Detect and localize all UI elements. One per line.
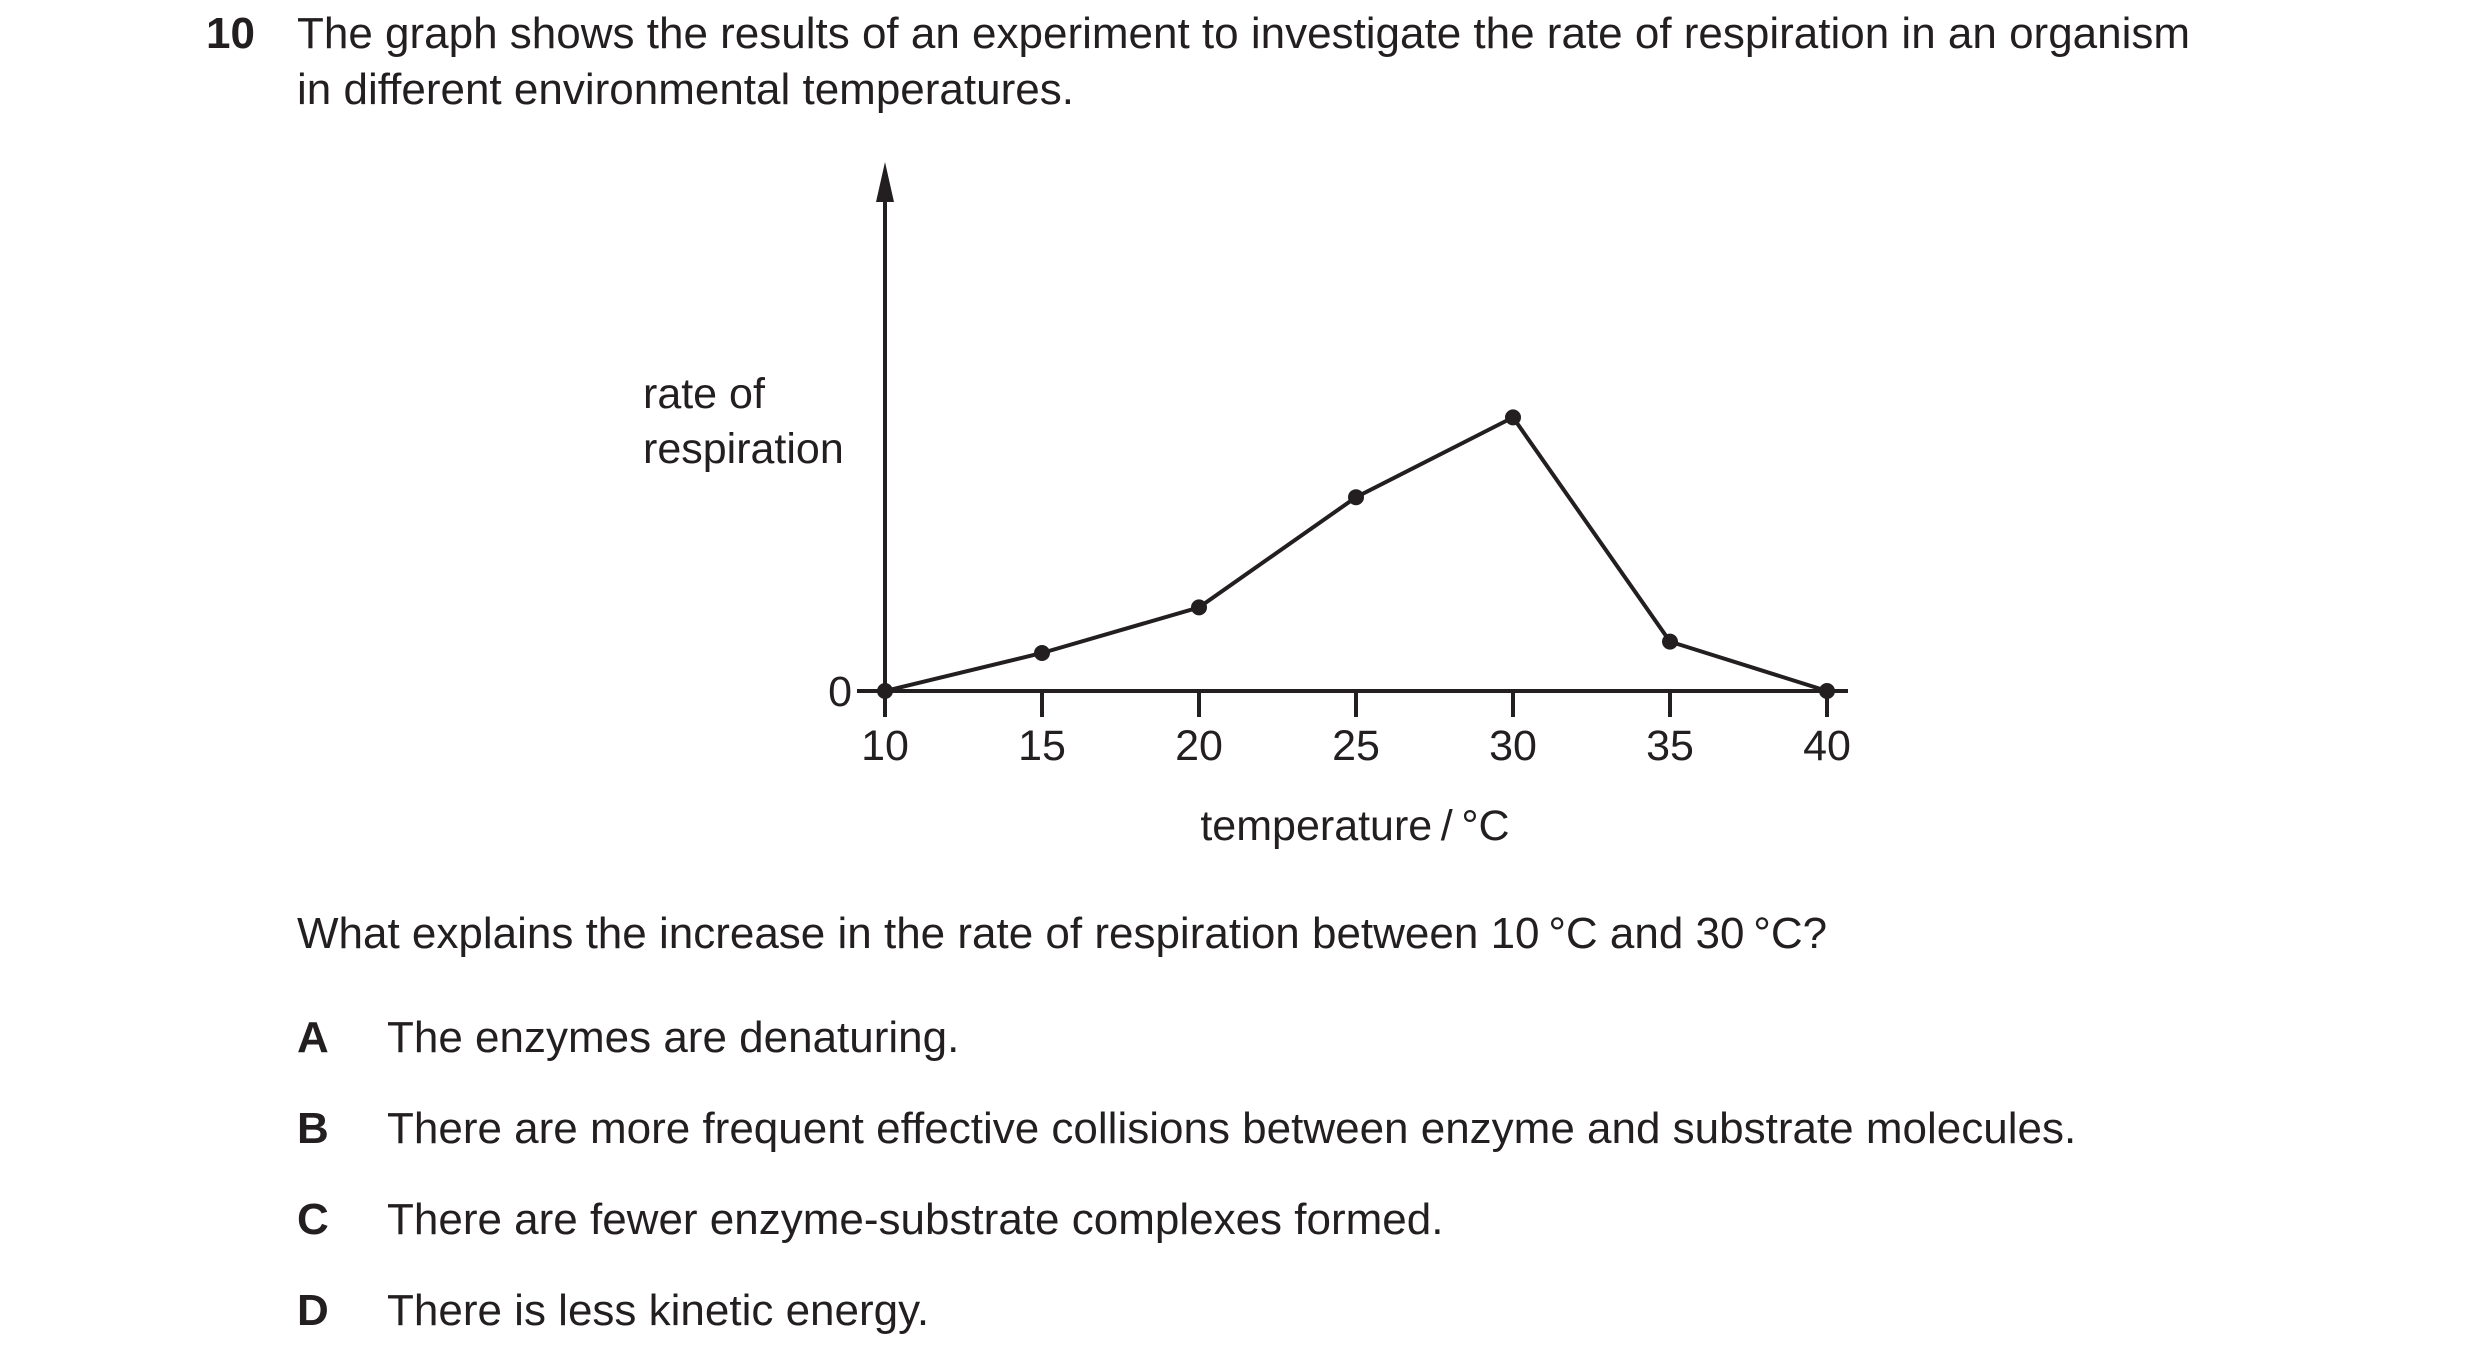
- option-letter: A: [297, 1013, 329, 1062]
- chart-series: [877, 409, 1835, 699]
- question-number: 10: [206, 9, 255, 58]
- data-point-40: [1819, 683, 1835, 699]
- question-stem: The graph shows the results of an experi…: [297, 6, 2397, 118]
- option-text: There are more frequent effective collis…: [387, 1104, 2077, 1153]
- y-axis-label-line-1: rate of: [643, 370, 766, 418]
- chart-labels: rate of respiration 0 temperature / °C: [643, 370, 1510, 850]
- option-text: The enzymes are denaturing.: [387, 1013, 960, 1062]
- option-letter: B: [297, 1104, 329, 1153]
- x-tick-label-35: 35: [1646, 722, 1694, 770]
- x-tick-label-15: 15: [1018, 722, 1066, 770]
- data-point-20: [1191, 599, 1207, 616]
- question-prompt: What explains the increase in the rate o…: [297, 909, 1828, 958]
- data-point-25: [1348, 489, 1364, 506]
- y-axis-arrowhead: [876, 162, 894, 202]
- data-point-30: [1505, 409, 1521, 426]
- stem-line-1: The graph shows the results of an experi…: [297, 9, 2191, 58]
- data-point-10: [877, 683, 893, 699]
- chart-axes: 10 15 20 25 30 35 40: [857, 162, 1851, 770]
- option-letter: D: [297, 1286, 329, 1335]
- x-tick-label-20: 20: [1175, 722, 1223, 770]
- series-line-0: [884, 414, 1828, 693]
- data-point-35: [1662, 633, 1678, 650]
- option-letter: C: [297, 1195, 329, 1244]
- y-axis-zero-label: 0: [828, 668, 852, 716]
- data-point-15: [1034, 645, 1050, 661]
- option-text: There is less kinetic energy.: [387, 1286, 930, 1335]
- stem-line-2: in different environmental temperatures.: [297, 65, 1074, 114]
- x-axis-label: temperature / °C: [1200, 802, 1509, 850]
- x-tick-label-40: 40: [1803, 722, 1851, 770]
- x-tick-label-30: 30: [1489, 722, 1537, 770]
- respiration-rate-chart: 10 15 20 25 30 35 40 rate of respiration 0 tem…: [643, 162, 1851, 850]
- x-tick-label-25: 25: [1332, 722, 1380, 770]
- y-axis-label-line-2: respiration: [643, 425, 844, 473]
- option-text: There are fewer enzyme-substrate complex…: [387, 1195, 1444, 1244]
- x-tick-label-10: 10: [861, 722, 909, 770]
